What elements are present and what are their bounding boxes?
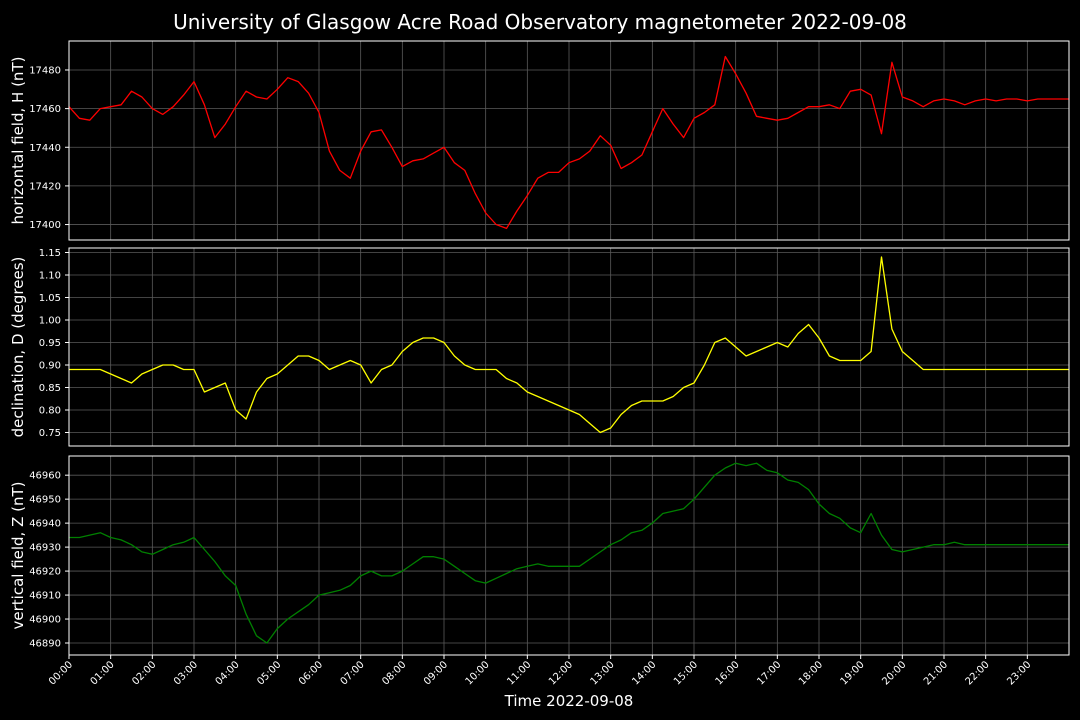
x-tick-label: 22:00	[964, 659, 992, 687]
y-tick-label: 46950	[29, 495, 61, 506]
y-tick-label: 1.10	[39, 271, 61, 282]
panel-frame	[68, 247, 1070, 447]
y-tick-label: 46920	[29, 567, 61, 578]
x-tick-label: 04:00	[214, 659, 242, 687]
y-tick-label: 17440	[29, 143, 61, 154]
x-tick-label: 01:00	[89, 659, 117, 687]
x-axis-ticks: 00:00 01:00 02:00 03:00 04:00 05:00 06:00 07:00…	[47, 655, 1033, 688]
panel-z: 46890 46900 46910 46920 46930 46940 46950 46960…	[9, 455, 1070, 656]
y-tick-label: 17420	[29, 181, 61, 192]
x-tick-label: 00:00	[47, 659, 75, 687]
x-tick-label: 07:00	[339, 659, 367, 687]
x-tick-label: 23:00	[1005, 659, 1033, 687]
x-tick-label: 15:00	[672, 659, 700, 687]
y-tick-label: 17400	[29, 220, 61, 231]
x-tick-label: 13:00	[589, 659, 617, 687]
chart-title: University of Glasgow Acre Road Observat…	[173, 10, 907, 34]
panel-frame	[68, 40, 1070, 241]
series-line-h	[68, 55, 1069, 230]
series-line-d	[69, 256, 1069, 434]
x-tick-label: 16:00	[714, 659, 742, 687]
y-tick-label: 46940	[29, 519, 61, 530]
panel-d: 0.75 0.80 0.85 0.90 0.95 1.00 1.05 1.10 1.15 decl…	[9, 247, 1070, 447]
x-tick-label: 03:00	[172, 659, 200, 687]
y-tick-label: 46900	[29, 615, 61, 626]
x-tick-label: 21:00	[922, 659, 950, 687]
x-tick-label: 19:00	[839, 659, 867, 687]
y-tick-label: 46960	[29, 471, 61, 482]
x-tick-label: 18:00	[797, 659, 825, 687]
y-tick-label: 0.95	[39, 338, 61, 349]
y-tick-label: 46910	[29, 591, 61, 602]
x-tick-label: 20:00	[880, 659, 908, 687]
x-tick-label: 05:00	[255, 659, 283, 687]
x-tick-label: 10:00	[464, 659, 492, 687]
y-tick-label: 17460	[29, 104, 61, 115]
y-tick-label: 46890	[29, 639, 61, 650]
x-tick-label: 12:00	[547, 659, 575, 687]
y-tick-label: 0.85	[39, 383, 61, 394]
y-tick-label: 46930	[29, 543, 61, 554]
y-tick-label: 1.00	[39, 316, 61, 327]
x-tick-label: 17:00	[755, 659, 783, 687]
x-tick-label: 08:00	[380, 659, 408, 687]
y-tick-label: 17480	[29, 65, 61, 76]
y-axis-label-d: declination, D (degrees)	[9, 257, 27, 438]
x-tick-label: 02:00	[130, 659, 158, 687]
x-tick-label: 11:00	[505, 659, 533, 687]
x-tick-label: 09:00	[422, 659, 450, 687]
y-axis-label-z: vertical field, Z (nT)	[9, 481, 27, 629]
y-tick-label: 1.05	[39, 293, 61, 304]
y-axis-label-h: horizontal field, H (nT)	[9, 57, 27, 225]
x-axis-label: Time 2022-09-08	[504, 692, 634, 710]
y-tick-label: 0.80	[39, 406, 61, 417]
y-tick-label: 0.90	[39, 361, 61, 372]
y-tick-label: 0.75	[39, 428, 61, 439]
x-tick-label: 06:00	[297, 659, 325, 687]
x-tick-label: 14:00	[630, 659, 658, 687]
series-line-z	[69, 462, 1069, 644]
y-tick-label: 1.15	[39, 248, 61, 259]
